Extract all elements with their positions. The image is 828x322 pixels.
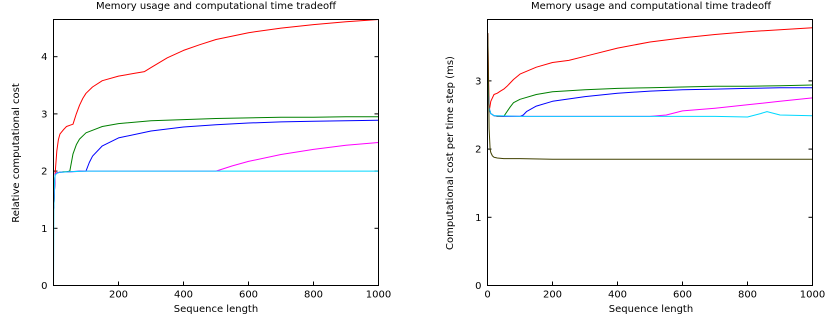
x-tick-label: 400 <box>174 290 193 301</box>
chart-relative-cost: Memory usage and computational time trad… <box>11 1 391 315</box>
series-line-6 <box>487 33 813 160</box>
y-tick-label: 3 <box>41 109 47 120</box>
series-line-4 <box>53 142 379 209</box>
x-tick-label: 1000 <box>366 290 391 301</box>
x-axis-label: Sequence length <box>174 304 258 315</box>
y-tick-label: 3 <box>475 76 481 87</box>
chart-title: Memory usage and computational time trad… <box>96 1 337 12</box>
series-line-3 <box>53 119 379 209</box>
x-tick-label: 1000 <box>800 290 825 301</box>
x-tick-label: 400 <box>608 290 627 301</box>
x-tick-label: 0 <box>484 290 490 301</box>
chart-title: Memory usage and computational time trad… <box>531 1 772 12</box>
plot-area <box>487 27 813 160</box>
x-tick-label: 200 <box>109 290 128 301</box>
series-line-2 <box>53 116 379 209</box>
series-line-2 <box>487 80 813 117</box>
x-tick-label: 600 <box>239 290 258 301</box>
axes-frame <box>53 19 379 286</box>
plot-area <box>53 19 379 286</box>
x-tick-label: 800 <box>738 290 757 301</box>
series-line-1 <box>53 19 379 209</box>
series-line-5 <box>487 80 813 118</box>
y-axis-label: Relative computational cost <box>11 83 22 223</box>
x-tick-label: 200 <box>543 290 562 301</box>
axes-frame <box>487 19 813 286</box>
x-tick-label: 600 <box>673 290 692 301</box>
y-axis-label: Computational cost per time step (ms) <box>445 56 456 250</box>
y-tick-label: 1 <box>41 224 47 235</box>
axis-ticks: 200 400 600 800 1000 0 1 2 3 4 <box>41 52 391 300</box>
x-tick-label: 800 <box>304 290 323 301</box>
y-tick-label: 2 <box>475 145 481 156</box>
y-tick-label: 4 <box>41 52 47 63</box>
y-tick-label: 0 <box>41 281 47 292</box>
axis-ticks: 0 200 400 600 800 1000 0 1 2 3 <box>475 76 825 300</box>
series-line-5 <box>53 170 379 286</box>
chart-cost-per-step: Memory usage and computational time trad… <box>445 1 825 315</box>
y-tick-label: 2 <box>41 167 47 178</box>
series-line-1 <box>487 27 813 113</box>
x-axis-label: Sequence length <box>609 304 693 315</box>
y-tick-label: 1 <box>475 213 481 224</box>
y-tick-label: 0 <box>475 281 481 292</box>
